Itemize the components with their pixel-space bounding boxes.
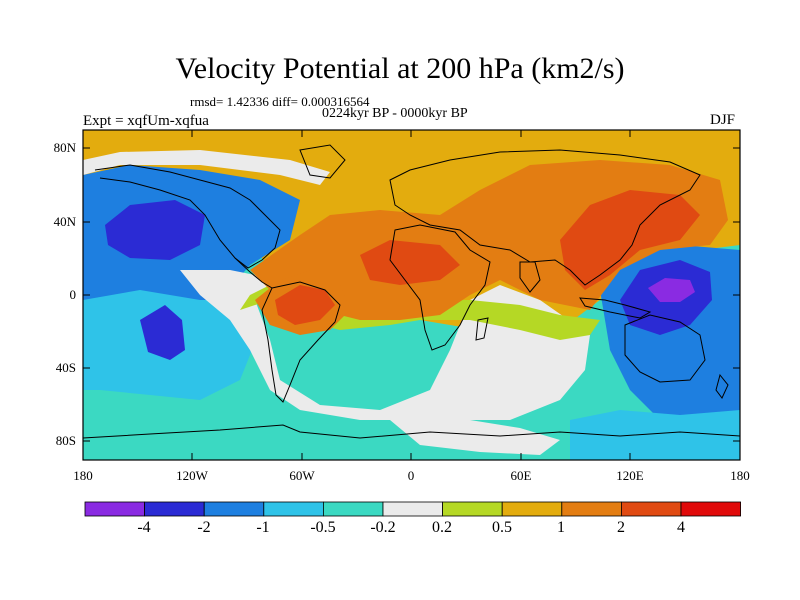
period-text: 0224kyr BP - 0000kyr BP xyxy=(322,106,468,121)
coast-north-america xyxy=(94,164,281,269)
field-neutral-north xyxy=(83,150,330,185)
colorbar-box xyxy=(203,501,265,517)
season-label: DJF xyxy=(710,112,736,128)
coast-madagascar xyxy=(475,317,489,341)
colorbar xyxy=(84,501,741,517)
experiment-label: Expt = xqfUm-xqfua xyxy=(83,113,209,129)
colorbar-label: 4 xyxy=(677,519,685,536)
colorbar-box xyxy=(442,501,503,517)
colorbar-label: -0.2 xyxy=(370,519,396,536)
coast-africa xyxy=(389,224,491,351)
field-red-asia xyxy=(560,190,700,290)
field-red-south-america xyxy=(275,285,335,325)
colorbar-label: -0.5 xyxy=(310,519,336,536)
colorbar-box xyxy=(144,501,205,517)
statistics-text: rmsd= 1.42336 diff= 0.000316564 xyxy=(190,94,370,109)
field-purple-core xyxy=(648,278,695,302)
lon-label-180e: 180 xyxy=(730,468,750,483)
coast-europe-asia xyxy=(389,149,701,286)
coast-new-zealand xyxy=(715,373,729,399)
colorbar-box xyxy=(382,501,443,517)
lon-label-180w: 180 xyxy=(73,468,93,483)
colorbar-box xyxy=(561,501,622,517)
colorbar-label: -2 xyxy=(197,519,211,536)
colorbar-box xyxy=(263,501,324,517)
lon-label-120w: 120W xyxy=(176,468,208,483)
lon-label-0: 0 xyxy=(407,468,415,483)
lon-label-60e: 60E xyxy=(510,468,532,483)
colorbar-label: 2 xyxy=(617,519,625,536)
colorbar-box xyxy=(680,501,741,517)
colorbar-label: 0.2 xyxy=(432,519,452,536)
lon-label-60w: 60W xyxy=(289,468,315,483)
field-darkblue-south-pacific xyxy=(140,305,185,360)
coast-greenland xyxy=(299,144,346,179)
lat-label-40n: 40N xyxy=(53,214,76,229)
colorbar-box xyxy=(501,501,563,517)
colorbar-box xyxy=(322,501,384,517)
coast-indonesia xyxy=(579,297,652,319)
velocity-potential-field xyxy=(83,130,740,460)
lat-label-80s: 80S xyxy=(55,433,76,448)
colorbar-label: 0.5 xyxy=(492,519,512,536)
colorbar-label: -1 xyxy=(256,519,270,536)
map-title: Velocity Potential at 200 hPa (km2/s) xyxy=(175,52,625,85)
lat-label-40s: 40S xyxy=(55,360,76,375)
field-red-africa xyxy=(360,240,460,285)
lon-label-120e: 120E xyxy=(616,468,644,483)
colorbar-box xyxy=(84,501,145,517)
coast-india xyxy=(519,261,541,293)
lat-label-equator: 0 xyxy=(69,287,77,302)
axis-ticks xyxy=(82,130,741,460)
coast-antarctica xyxy=(83,424,740,439)
lat-label-80n: 80N xyxy=(53,140,76,155)
colorbar-label: 1 xyxy=(557,519,565,536)
coast-australia xyxy=(624,314,706,383)
coast-south-america xyxy=(261,281,341,403)
colorbar-box xyxy=(621,501,682,517)
coastlines xyxy=(83,144,740,439)
colorbar-label: -4 xyxy=(137,519,151,536)
field-cyan-south xyxy=(570,410,740,460)
field-darkblue-north-pacific xyxy=(105,200,205,260)
coast-central-america xyxy=(234,257,273,289)
